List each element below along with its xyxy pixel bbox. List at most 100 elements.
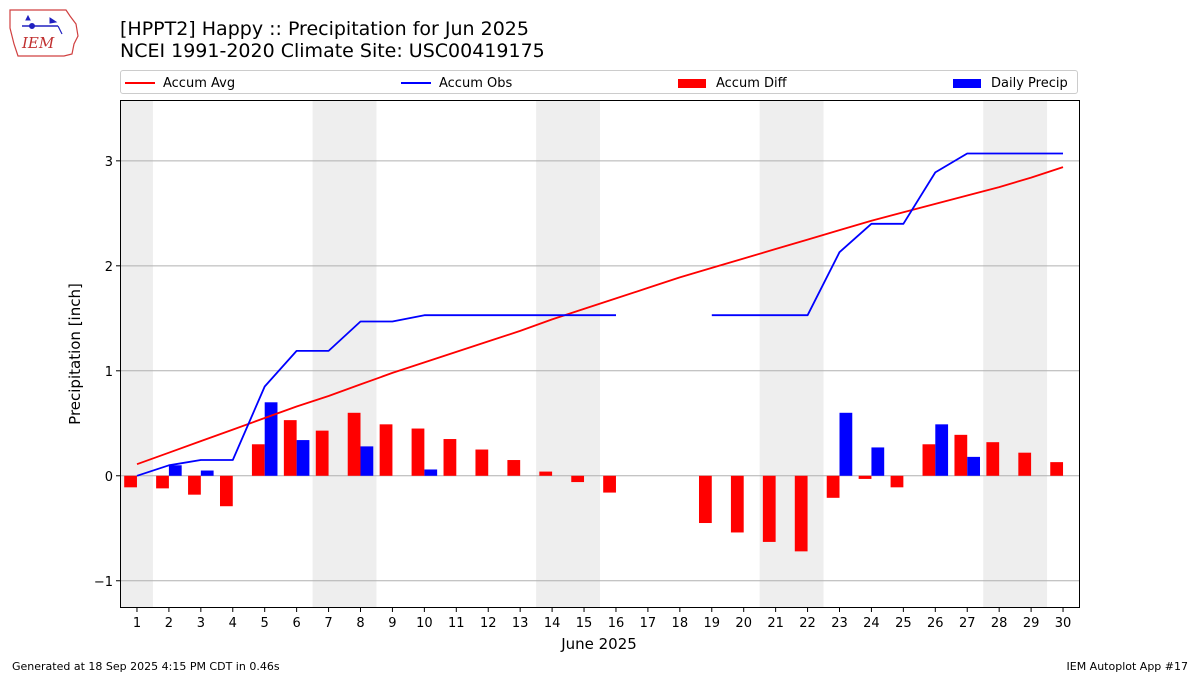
legend-swatch: [678, 78, 706, 88]
daily-precip-bar: [967, 456, 981, 476]
x-tick-label: 7: [324, 616, 332, 631]
accum-obs-line: [136, 314, 616, 477]
x-tick-label: 18: [672, 616, 689, 631]
x-tick-label: 28: [991, 616, 1008, 631]
legend-swatch: [125, 82, 155, 84]
accum-diff-bar: [794, 475, 808, 552]
accum-diff-bar: [475, 449, 489, 476]
x-tick-label: 21: [767, 616, 784, 631]
accum-diff-bar: [826, 475, 840, 498]
x-tick-label: 16: [608, 616, 625, 631]
iem-logo: IEM: [9, 9, 79, 57]
weekend-shade: [536, 101, 600, 607]
accum-diff-bar: [219, 475, 233, 507]
accum-obs-line: [711, 152, 1063, 317]
x-tick-label: 2: [165, 616, 173, 631]
x-tick-label: 17: [640, 616, 657, 631]
y-tick-label: 3: [105, 155, 113, 170]
x-tick-label: 20: [735, 616, 752, 631]
x-tick-label: 14: [544, 616, 561, 631]
x-tick-label: 25: [895, 616, 912, 631]
legend-entry-accum-avg: Accum Avg: [125, 74, 235, 92]
accum-diff-bar: [603, 475, 616, 493]
accum-diff-bar: [922, 444, 936, 476]
x-tick-label: 27: [959, 616, 976, 631]
accum-diff-bar: [411, 428, 425, 476]
accum-diff-bar: [251, 444, 265, 476]
accum-diff-bar: [443, 439, 457, 476]
accum-diff-bar: [890, 475, 904, 488]
daily-precip-bar: [264, 402, 278, 476]
plot-frame: [120, 100, 1080, 608]
x-tick-label: 24: [863, 616, 880, 631]
accum-diff-bar: [1018, 452, 1032, 476]
chart-legend: Accum Avg Accum Obs Accum Diff Daily Pre…: [120, 70, 1078, 94]
x-tick-label: 1: [133, 616, 141, 631]
x-tick-label: 11: [448, 616, 465, 631]
legend-label: Accum Obs: [439, 75, 513, 91]
iowa-outline-icon: [9, 9, 79, 57]
daily-precip-bar: [935, 424, 949, 476]
generated-timestamp: Generated at 18 Sep 2025 4:15 PM CDT in …: [12, 660, 280, 673]
daily-precip-bar: [168, 465, 182, 476]
x-tick-label: 30: [1055, 616, 1072, 631]
chart-title: [HPPT2] Happy :: Precipitation for Jun 2…: [120, 18, 529, 40]
daily-precip-bar: [296, 440, 310, 476]
legend-label: Accum Avg: [163, 75, 236, 91]
accum-diff-bar: [986, 442, 1000, 476]
accum-diff-bar: [698, 475, 712, 524]
x-tick-label: 23: [831, 616, 848, 631]
y-tick-label: 1: [105, 365, 113, 380]
accum-diff-bar: [730, 475, 744, 533]
accum-diff-bar: [156, 475, 169, 489]
accum-diff-bar: [539, 471, 553, 476]
x-tick-label: 26: [927, 616, 944, 631]
chart-subtitle: NCEI 1991-2020 Climate Site: USC00419175: [120, 40, 545, 62]
y-tick-label: 0: [105, 470, 113, 485]
y-tick-label: 2: [105, 260, 113, 275]
accum-diff-bar: [124, 475, 137, 488]
x-tick-label: 10: [416, 616, 433, 631]
y-tick-label: −1: [94, 575, 113, 590]
weekend-shade: [759, 101, 824, 607]
weekend-shade: [312, 101, 377, 607]
daily-precip-bar: [839, 412, 853, 476]
x-tick-label: 9: [388, 616, 396, 631]
accum-diff-bar: [283, 420, 297, 476]
x-tick-label: 13: [512, 616, 529, 631]
x-tick-label: 4: [229, 616, 237, 631]
y-axis-label: Precipitation [inch]: [66, 283, 84, 425]
daily-precip-bar: [871, 447, 885, 476]
legend-swatch: [953, 78, 981, 88]
accum-diff-bar: [1050, 462, 1064, 476]
x-tick-label: 8: [356, 616, 364, 631]
accum-diff-bar: [188, 475, 201, 495]
legend-entry-accum-obs: Accum Obs: [401, 74, 512, 92]
legend-label: Accum Diff: [716, 75, 787, 91]
accum-diff-bar: [954, 434, 968, 476]
x-tick-label: 12: [480, 616, 497, 631]
x-tick-label: 29: [1023, 616, 1040, 631]
logo-text: IEM: [21, 34, 55, 52]
accum-avg-line: [136, 166, 1064, 466]
x-tick-label: 22: [799, 616, 816, 631]
daily-precip-bar: [360, 446, 374, 476]
accum-diff-bar: [315, 430, 329, 476]
x-tick-label: 5: [261, 616, 269, 631]
weekend-shade: [983, 101, 1048, 607]
legend-entry-daily-precip: Daily Precip: [953, 74, 1068, 92]
accum-diff-bar: [347, 412, 361, 476]
accum-diff-bar: [571, 475, 585, 483]
weather-symbols-icon: [22, 14, 63, 35]
daily-precip-bar: [424, 469, 438, 476]
weekend-shade: [121, 101, 153, 607]
accum-diff-bar: [507, 460, 521, 476]
accum-diff-bar: [762, 475, 776, 542]
legend-label: Daily Precip: [991, 75, 1068, 91]
x-tick-label: 19: [703, 616, 720, 631]
legend-entry-accum-diff: Accum Diff: [678, 74, 787, 92]
x-axis-label: June 2025: [560, 635, 637, 653]
x-tick-label: 3: [197, 616, 205, 631]
legend-swatch: [401, 82, 431, 84]
